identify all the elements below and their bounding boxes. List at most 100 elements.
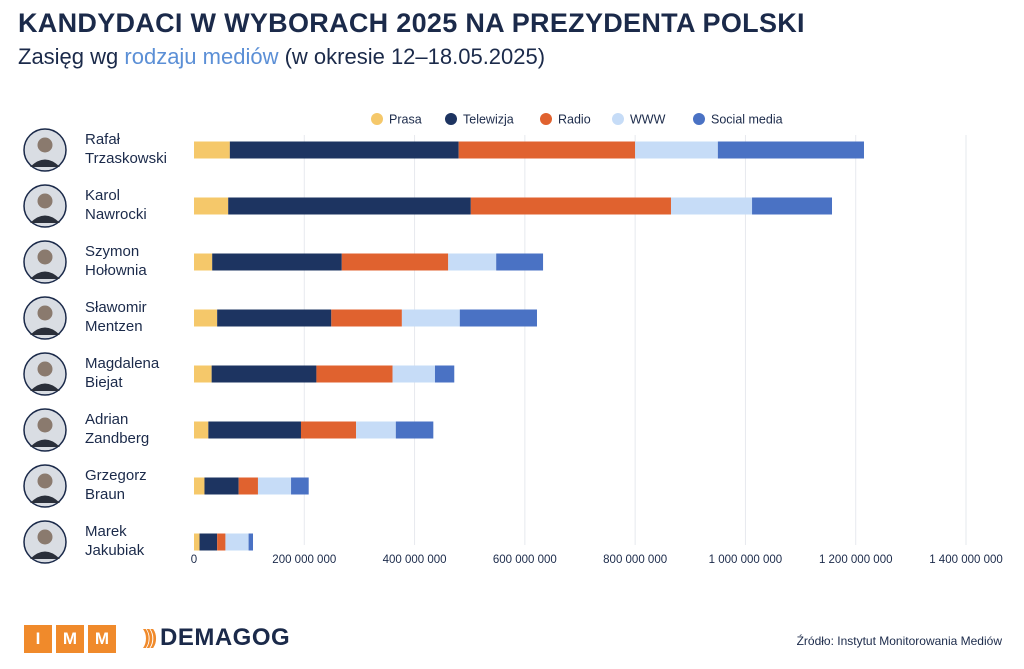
bar-segment (194, 421, 209, 439)
bar-segment (194, 477, 205, 495)
candidate-name: Rafał (85, 131, 121, 148)
demagog-signal-icon: ))) (143, 626, 157, 649)
bar-segment (194, 253, 213, 271)
legend-label: WWW (630, 113, 666, 127)
avatar-body (30, 439, 60, 447)
candidate-name: Sławomir (85, 299, 147, 316)
avatar-head (37, 417, 53, 433)
avatar-body (30, 551, 60, 559)
avatar-head (37, 193, 53, 209)
legend-label: Social media (711, 113, 783, 127)
bar-segment (208, 421, 301, 439)
bar-segment (194, 309, 218, 327)
candidate-name: Adrian (85, 411, 128, 428)
bar-segment (635, 141, 718, 159)
bar-segment (316, 365, 393, 383)
subtitle-accent: rodzaju mediów (124, 44, 279, 69)
bar-segment (459, 309, 537, 327)
bar-segment (238, 477, 258, 495)
imm-logo-letter-m2: M (88, 625, 116, 653)
bar-segment (212, 253, 342, 271)
bar-segment (356, 421, 396, 439)
avatar-body (30, 159, 60, 167)
chart-subtitle: Zasięg wg rodzaju mediów (w okresie 12–1… (18, 44, 545, 70)
candidate-name: Mentzen (85, 318, 143, 335)
bar-segment (470, 197, 671, 215)
bar-segment (204, 477, 239, 495)
candidate-name: Jakubiak (85, 542, 145, 559)
bar-segment (496, 253, 544, 271)
bar-segment (217, 309, 332, 327)
candidate-name: Biejat (85, 374, 123, 391)
bar-segment (341, 253, 449, 271)
avatar-head (37, 529, 53, 545)
bar-segment (395, 421, 434, 439)
bar-segment (199, 533, 218, 551)
demagog-logo: ))) DEMAGOG (143, 624, 290, 652)
bar-segment (448, 253, 497, 271)
candidate-name: Marek (85, 523, 127, 540)
bar-segment (194, 141, 230, 159)
bar-segment (229, 141, 459, 159)
bar-segment (401, 309, 460, 327)
bar-segment (217, 533, 226, 551)
x-tick-label: 1 200 000 000 (819, 554, 893, 566)
candidate-name: Trzaskowski (85, 150, 167, 167)
avatar-head (37, 137, 53, 153)
candidate-name: Zandberg (85, 430, 149, 447)
legend-label: Telewizja (463, 113, 514, 127)
avatar-body (30, 215, 60, 223)
imm-logo: I M M (24, 625, 116, 653)
demagog-wordmark: DEMAGOG (159, 624, 291, 651)
x-tick-label: 200 000 000 (272, 554, 336, 566)
bar-segment (194, 197, 229, 215)
candidate-name: Braun (85, 486, 125, 503)
bar-segment (211, 365, 317, 383)
bar-segment (248, 533, 254, 551)
imm-logo-letter-i: I (24, 625, 52, 653)
candidate-name: Grzegorz (85, 467, 147, 484)
legend-swatch (540, 113, 552, 125)
avatar-head (37, 473, 53, 489)
legend-label: Radio (558, 113, 591, 127)
avatar-head (37, 249, 53, 265)
legend-swatch (693, 113, 705, 125)
bar-segment (194, 533, 200, 551)
candidate-name: Hołownia (85, 262, 147, 279)
bar-segment (392, 365, 435, 383)
bar-segment (331, 309, 402, 327)
x-tick-label: 600 000 000 (493, 554, 557, 566)
legend-label: Prasa (389, 113, 422, 127)
bar-segment (257, 477, 292, 495)
bar-segment (434, 365, 455, 383)
legend-swatch (445, 113, 457, 125)
source-note: Źródło: Instytut Monitorowania Mediów (796, 634, 1002, 648)
avatar-body (30, 495, 60, 503)
bar-segment (194, 365, 212, 383)
x-tick-label: 1 000 000 000 (709, 554, 783, 566)
bar-segment (717, 141, 864, 159)
avatar-body (30, 383, 60, 391)
legend-swatch (612, 113, 624, 125)
bar-segment (225, 533, 249, 551)
avatar-head (37, 305, 53, 321)
bar-segment (752, 197, 833, 215)
bar-segment (291, 477, 309, 495)
candidate-name: Karol (85, 187, 120, 204)
chart-title: KANDYDACI W WYBORACH 2025 NA PREZYDENTA … (18, 8, 805, 38)
imm-logo-letter-m1: M (56, 625, 84, 653)
x-tick-label: 0 (191, 554, 197, 566)
avatar-body (30, 271, 60, 279)
subtitle-end: (w okresie 12–18.05.2025) (278, 44, 546, 69)
bar-segment (458, 141, 636, 159)
candidate-name: Nawrocki (85, 206, 147, 223)
avatar-body (30, 327, 60, 335)
candidate-name: Szymon (85, 243, 139, 260)
subtitle-start: Zasięg wg (18, 44, 125, 69)
x-tick-label: 1 400 000 000 (929, 554, 1003, 566)
x-tick-label: 800 000 000 (603, 554, 667, 566)
bar-segment (300, 421, 357, 439)
avatar-head (37, 361, 53, 377)
bar-segment (670, 197, 753, 215)
